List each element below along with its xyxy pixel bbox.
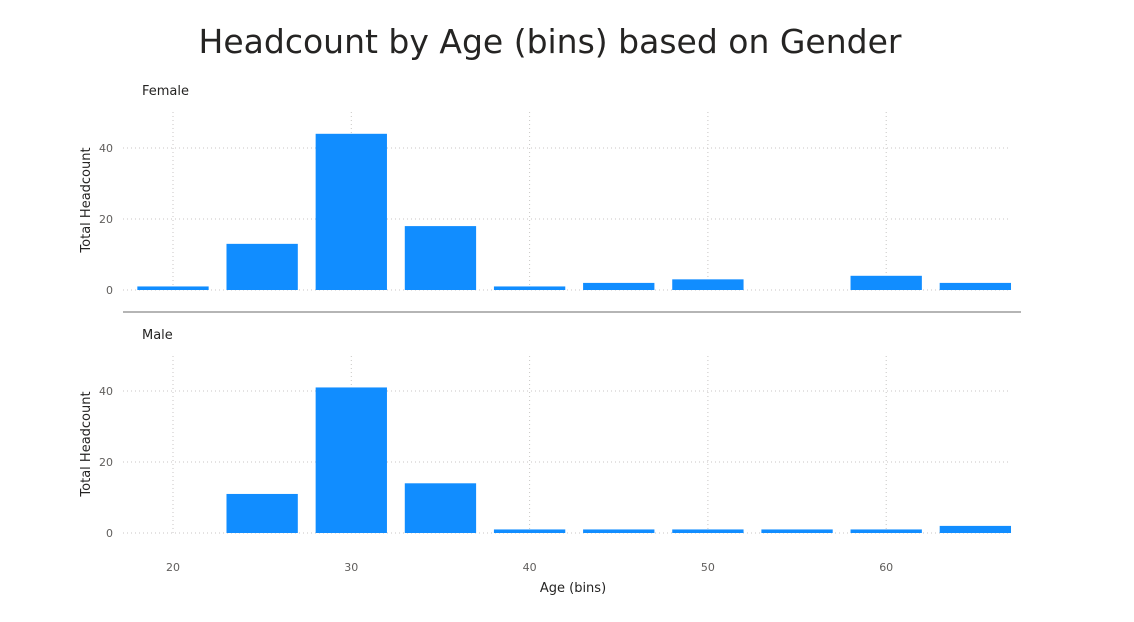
bar	[315, 387, 387, 533]
y-tick-label: 20	[99, 456, 113, 469]
bar	[404, 483, 477, 533]
panel-label-male: Male	[142, 328, 173, 343]
bar	[583, 529, 655, 533]
bar	[850, 275, 922, 290]
panel-label-female: Female	[142, 84, 189, 99]
x-tick-label: 20	[166, 561, 180, 574]
x-tick-label: 30	[344, 561, 358, 574]
bar	[493, 286, 566, 290]
bar	[761, 529, 833, 533]
y-tick-label: 40	[99, 142, 113, 155]
x-tick-label: 60	[879, 561, 893, 574]
bars-male	[226, 387, 1012, 533]
y-ticks-female: 0 20 40	[99, 142, 113, 297]
x-tick-label: 40	[523, 561, 537, 574]
y-tick-label: 40	[99, 385, 113, 398]
y-axis-title-female: Total Headcount	[79, 147, 94, 253]
x-axis-title: Age (bins)	[540, 581, 606, 596]
bar	[672, 529, 744, 533]
bars-female	[137, 133, 1012, 290]
x-ticks: 20 30 40 50 60	[166, 561, 893, 574]
x-tick-label: 50	[701, 561, 715, 574]
y-ticks-male: 0 20 40	[99, 385, 113, 540]
bar	[850, 529, 922, 533]
bar	[137, 286, 209, 290]
y-axis-title-male: Total Headcount	[79, 391, 94, 497]
bar	[672, 279, 744, 290]
bar	[315, 133, 387, 290]
bar	[493, 529, 566, 533]
panel-male: Male 0 20 40 Total Headcount	[79, 328, 1012, 540]
bar	[404, 226, 477, 290]
chart-title: Headcount by Age (bins) based on Gender	[198, 22, 902, 61]
y-tick-label: 20	[99, 213, 113, 226]
panel-female: Female 0 20 40 Total Headcount	[79, 84, 1012, 297]
y-tick-label: 0	[106, 284, 113, 297]
bar	[939, 525, 1012, 533]
bar	[226, 493, 298, 533]
bar	[226, 243, 298, 290]
bar	[939, 282, 1012, 290]
bar	[583, 282, 655, 290]
y-tick-label: 0	[106, 527, 113, 540]
